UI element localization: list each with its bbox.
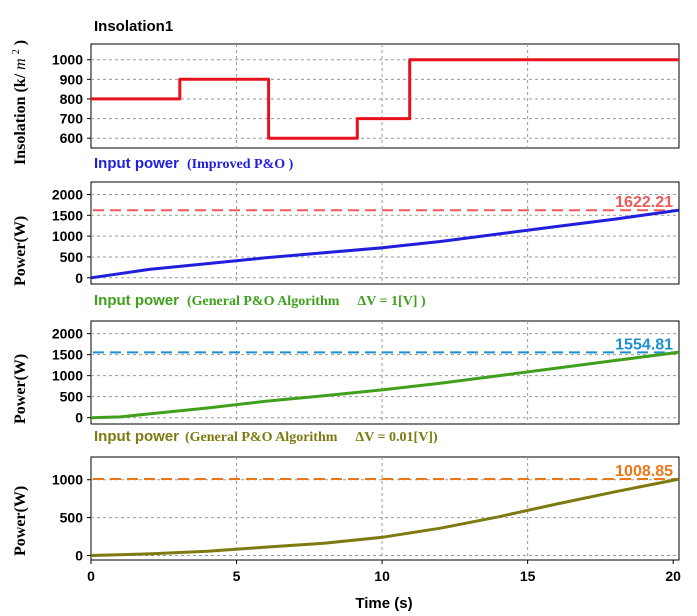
y-tick-label: 2000 [52,186,83,202]
plot-area-2 [90,181,680,285]
y-tick-label: 1500 [52,347,83,363]
grid-2 [91,182,679,284]
y-tick-label: 500 [60,249,84,265]
x-ticks: 0 5 10 15 20 [87,560,681,584]
y-axis-label-1-unit-open: (k/ [12,73,29,92]
y-tick-label: 1000 [52,52,83,68]
y-tick-label: 900 [60,71,84,87]
plot-area-4 [90,456,680,561]
series-line [90,477,680,557]
y-axis-label-1-unit-var: m [12,58,29,70]
reference-line-3: 1554.81 [93,336,677,354]
reference-line-4: 1008.85 [93,463,677,481]
y-axis-label-1: Insolation (k/ m 2 ) [6,40,29,165]
y-tick-label: 1000 [52,368,83,384]
x-tick-label: 20 [665,568,681,584]
y-tick-label: 1500 [52,207,83,223]
grid-3 [91,321,679,424]
series-1 [91,58,679,140]
y-tick-label: 500 [60,510,84,526]
series-line [90,208,680,280]
series-2 [90,208,680,280]
chart-title-4: Input power (General P&O Algorithm ΔV = … [94,428,438,445]
y-ticks-4: 0 500 1000 [52,472,91,563]
x-axis-label: Time (s) [355,595,412,612]
chart-title-2: Input power (Improved P&O ) [94,155,294,172]
y-tick-label: 0 [75,410,83,426]
y-axis-label-4: Power(W) [12,486,29,556]
chart-title-1: Insolation1 [94,18,173,35]
x-tick-label: 10 [374,568,390,584]
y-tick-label: 500 [60,389,84,405]
y-ticks-1: 600 700 800 900 1000 [52,52,91,146]
series-4 [90,477,680,557]
y-tick-label: 700 [60,111,84,127]
reference-label: 1622.21 [615,194,673,211]
y-axis-label-3: Power(W) [12,354,29,424]
y-tick-label: 0 [75,270,83,286]
series-3 [90,350,680,420]
y-ticks-3: 0 500 1000 1500 2000 [52,326,91,426]
y-axis-label-2: Power(W) [12,216,29,286]
plot-area-3 [90,320,680,425]
reference-line-2: 1622.21 [93,194,677,212]
y-ticks-2: 0 500 1000 1500 2000 [52,186,91,286]
y-tick-label: 1000 [52,228,83,244]
y-tick-label: 800 [60,91,84,107]
plot-area-1 [90,43,680,149]
reference-label: 1554.81 [615,336,673,353]
x-tick-label: 5 [233,568,241,584]
y-tick-label: 600 [60,130,84,146]
series-line [91,58,679,140]
y-tick-label: 0 [75,547,83,563]
x-tick-label: 0 [87,568,95,584]
series-line [90,350,680,420]
x-tick-label: 15 [520,568,536,584]
y-axis-label-1-unit-close: ) [12,40,29,45]
y-tick-label: 2000 [52,326,83,342]
reference-label: 1008.85 [615,463,673,480]
y-axis-label-1-name: Insolation [12,96,29,165]
chart-title-3: Input power (General P&O Algorithm ΔV = … [94,292,426,309]
y-tick-label: 1000 [52,472,83,488]
y-axis-label-1-unit-exp: 2 [11,49,22,54]
